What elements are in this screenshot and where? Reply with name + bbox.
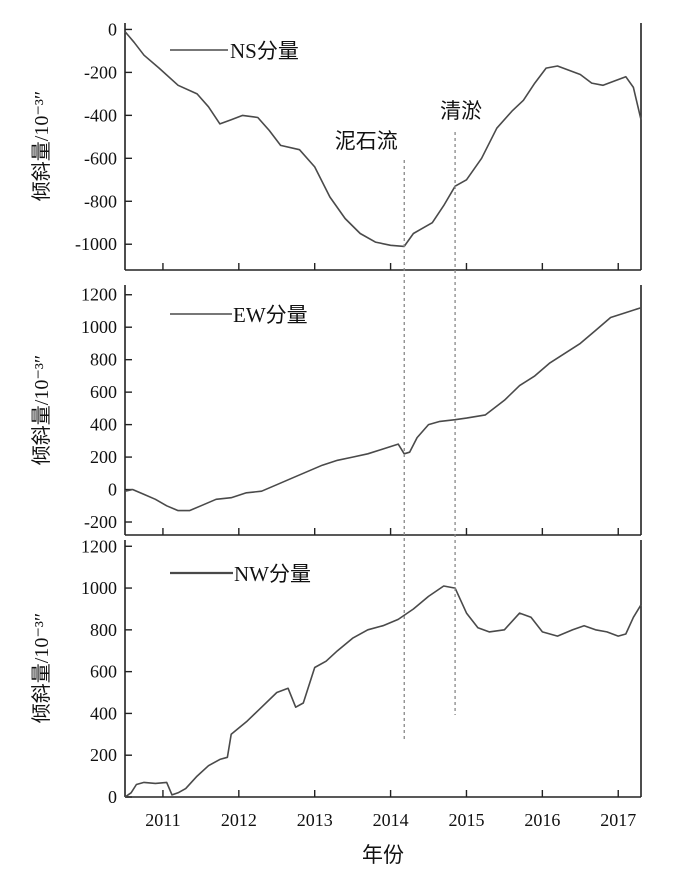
x-tick-label: 2015	[448, 810, 484, 830]
ew-y-tick-label: 0	[108, 480, 117, 500]
ns-y-tick-label: -800	[84, 191, 117, 211]
ew-y-tick-label: 200	[90, 447, 117, 467]
ns-legend-label: NS分量	[230, 39, 299, 63]
ew-y-tick-label: -200	[84, 512, 117, 532]
panel-ns-y-ticks: 0 -200 -400 -600 -800 -1000	[75, 19, 132, 254]
nw-series-line	[124, 585, 642, 798]
panel-ns-x-ticks	[162, 263, 619, 270]
ew-y-tick-label: 1200	[81, 285, 117, 305]
ew-series-line	[124, 306, 642, 512]
panel-nw: 0 200 400 600 800 1000 1200 NW分量 倾斜量/10⁻³″	[30, 536, 642, 807]
nw-y-tick-label: 600	[90, 662, 117, 682]
x-tick-label: 2014	[373, 810, 409, 830]
dredging-annotation: 清淤	[440, 99, 482, 123]
ew-legend-label: EW分量	[233, 303, 308, 327]
ns-y-axis-label: 倾斜量/10⁻³″	[30, 91, 53, 201]
x-tick-labels: 2011 2012 2013 2014 2015 2016 2017	[145, 810, 636, 830]
nw-y-tick-label: 400	[90, 703, 117, 723]
x-tick-label: 2016	[524, 810, 560, 830]
ew-y-tick-label: 1000	[81, 317, 117, 337]
nw-y-tick-label: 1200	[81, 536, 117, 556]
panel-ew: 1200 1000 800 600 400 200 0 -200 EW分量 倾斜量/10⁻³″	[30, 285, 642, 536]
x-tick-label: 2017	[600, 810, 636, 830]
debris-flow-annotation: 泥石流	[335, 129, 398, 153]
panel-nw-x-ticks	[162, 790, 619, 797]
panel-ns: 0 -200 -400 -600 -800 -1000 NS分量 倾斜量/10⁻³″	[30, 19, 642, 271]
ns-y-tick-label: 0	[108, 19, 117, 39]
ew-y-tick-label: 400	[90, 415, 117, 435]
x-tick-label: 2013	[297, 810, 333, 830]
x-tick-label: 2012	[221, 810, 257, 830]
panel-ew-x-ticks	[162, 528, 619, 535]
ns-series-line	[124, 31, 642, 248]
ew-y-tick-label: 600	[90, 382, 117, 402]
ns-y-tick-label: -1000	[75, 234, 117, 254]
panel-nw-y-ticks: 0 200 400 600 800 1000 1200	[81, 536, 132, 807]
x-tick-label: 2011	[145, 810, 180, 830]
ns-y-tick-label: -600	[84, 148, 117, 168]
nw-legend-label: NW分量	[234, 562, 311, 586]
nw-y-tick-label: 800	[90, 620, 117, 640]
nw-y-tick-label: 0	[108, 787, 117, 807]
ns-y-tick-label: -200	[84, 62, 117, 82]
ns-y-tick-label: -400	[84, 105, 117, 125]
panel-ew-y-ticks: 1200 1000 800 600 400 200 0 -200	[81, 285, 132, 532]
x-axis-label: 年份	[362, 843, 404, 867]
ew-y-axis-label: 倾斜量/10⁻³″	[30, 355, 53, 465]
nw-y-axis-label: 倾斜量/10⁻³″	[30, 613, 53, 723]
nw-y-tick-label: 1000	[81, 578, 117, 598]
ew-y-tick-label: 800	[90, 350, 117, 370]
nw-y-tick-label: 200	[90, 745, 117, 765]
